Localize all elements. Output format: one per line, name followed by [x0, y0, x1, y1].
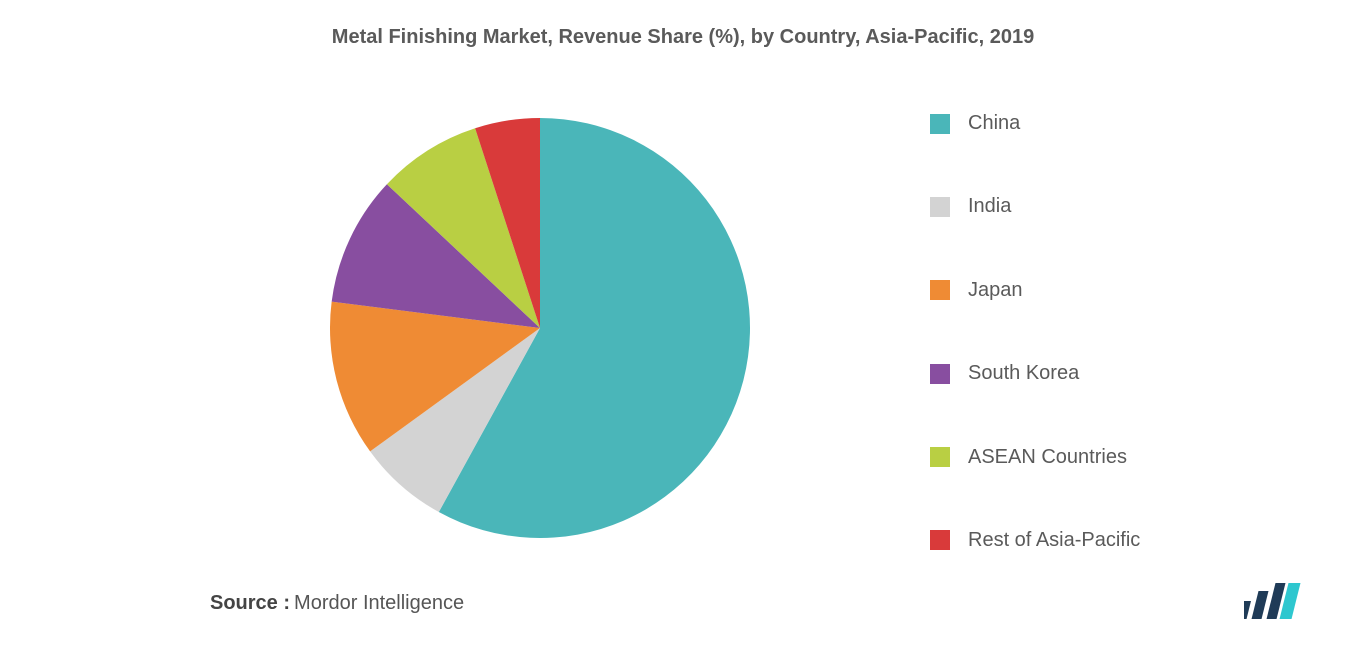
- pie-chart: [330, 118, 750, 538]
- legend-swatch: [930, 530, 950, 550]
- legend-swatch: [930, 114, 950, 134]
- legend-item: Japan: [930, 279, 1140, 302]
- legend-label: Japan: [968, 279, 1023, 302]
- legend-swatch: [930, 197, 950, 217]
- source-label: Source :: [210, 592, 290, 614]
- legend-item: South Korea: [930, 362, 1140, 385]
- legend-label: South Korea: [968, 362, 1079, 385]
- legend-swatch: [930, 364, 950, 384]
- brand-logo: [1244, 581, 1310, 621]
- pie-svg: [330, 118, 750, 538]
- chart-title: Metal Finishing Market, Revenue Share (%…: [0, 0, 1366, 49]
- legend-item: China: [930, 112, 1140, 135]
- legend-swatch: [930, 280, 950, 300]
- legend: China India Japan South Korea ASEAN Countrie…: [930, 112, 1140, 552]
- legend-label: Rest of Asia-Pacific: [968, 529, 1140, 552]
- legend-label: India: [968, 195, 1011, 218]
- legend-item: ASEAN Countries: [930, 446, 1140, 469]
- legend-label: ASEAN Countries: [968, 446, 1127, 469]
- brand-logo-icon: [1244, 581, 1310, 621]
- chart-container: Metal Finishing Market, Revenue Share (%…: [0, 0, 1366, 655]
- legend-label: China: [968, 112, 1020, 135]
- source-text: Mordor Intelligence: [294, 592, 464, 614]
- plot-area: China India Japan South Korea ASEAN Countrie…: [0, 70, 1366, 570]
- source-line: Source :Mordor Intelligence: [210, 592, 464, 615]
- legend-item: India: [930, 195, 1140, 218]
- legend-item: Rest of Asia-Pacific: [930, 529, 1140, 552]
- legend-swatch: [930, 447, 950, 467]
